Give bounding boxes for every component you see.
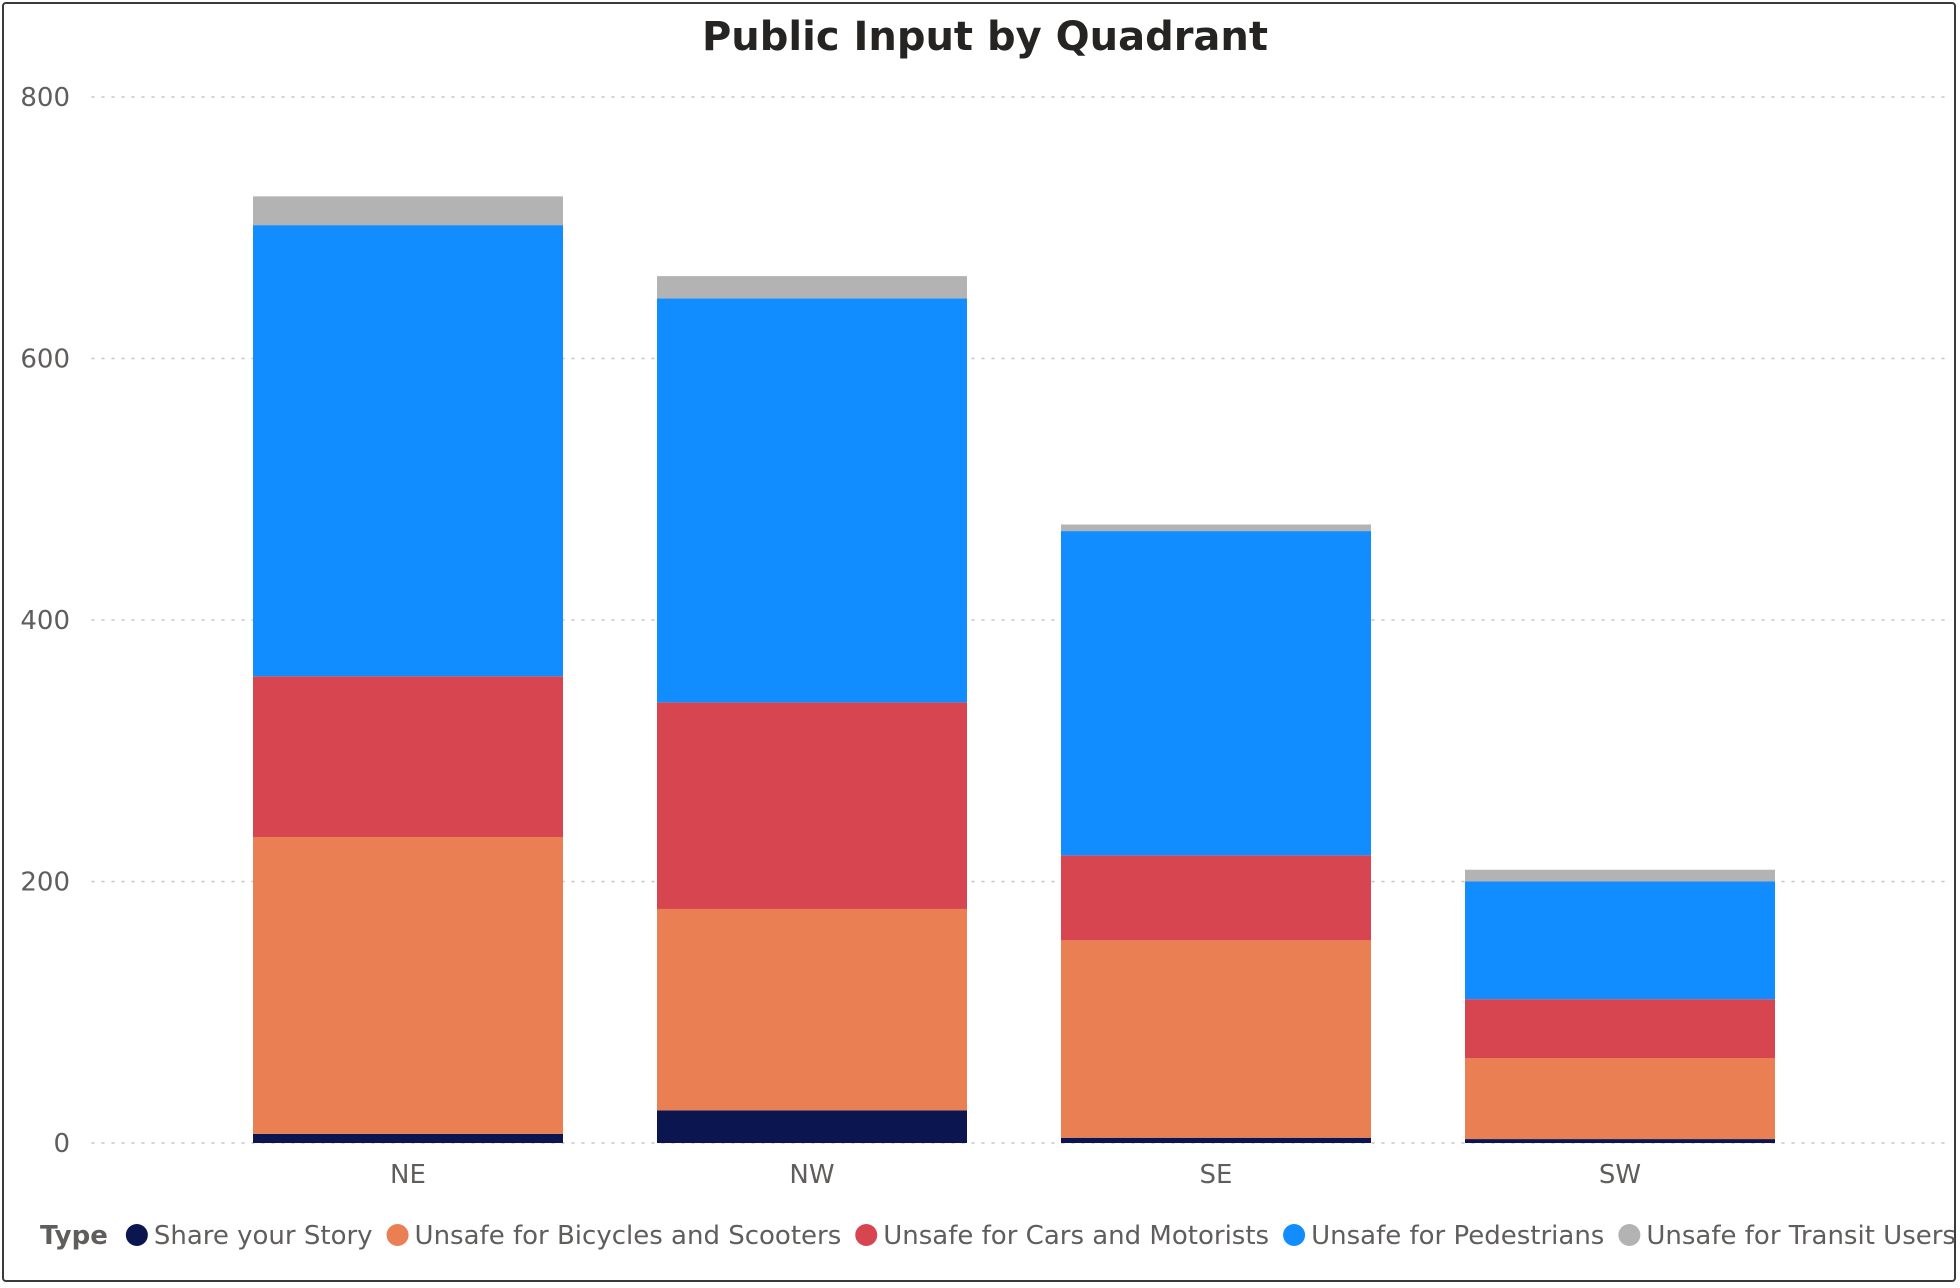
legend-label: Unsafe for Cars and Motorists bbox=[883, 1221, 1269, 1251]
bar-segment bbox=[253, 837, 563, 1134]
legend: Type Share your Story Unsafe for Bicycles… bbox=[40, 1221, 1956, 1251]
bar-segment bbox=[253, 196, 563, 226]
legend-marker bbox=[125, 1224, 148, 1246]
bar-segment bbox=[1061, 1137, 1371, 1143]
x-axis-categories: NE NW SE SW bbox=[390, 1160, 1641, 1190]
y-tick-label: 0 bbox=[53, 1129, 70, 1159]
legend-label: Unsafe for Transit Users bbox=[1646, 1221, 1956, 1251]
y-tick-label: 800 bbox=[20, 83, 70, 113]
y-tick-label: 600 bbox=[20, 345, 70, 375]
bar-segment bbox=[1465, 1058, 1775, 1140]
bar-segment bbox=[657, 908, 967, 1111]
x-category-label: NW bbox=[789, 1160, 834, 1190]
x-category-label: SE bbox=[1200, 1160, 1233, 1190]
bar-segment bbox=[1465, 869, 1775, 882]
legend-marker bbox=[1618, 1224, 1641, 1246]
y-axis-ticks: 0 200 400 600 800 bbox=[20, 83, 70, 1159]
bar-segment bbox=[657, 702, 967, 909]
bar-segment bbox=[657, 298, 967, 703]
bar-segment bbox=[657, 276, 967, 299]
bar-segment bbox=[253, 225, 563, 677]
chart-title: Public Input by Quadrant bbox=[702, 14, 1268, 60]
bar-segment bbox=[1465, 1139, 1775, 1143]
legend-label: Unsafe for Bicycles and Scooters bbox=[415, 1221, 842, 1251]
y-tick-label: 400 bbox=[20, 606, 70, 636]
bar-segment bbox=[253, 676, 563, 838]
bar-segment bbox=[657, 1110, 967, 1143]
bars bbox=[253, 196, 1775, 1143]
bar-segment bbox=[1465, 999, 1775, 1059]
x-category-label: SW bbox=[1599, 1160, 1641, 1190]
bar-segment bbox=[1061, 855, 1371, 941]
legend-marker bbox=[1283, 1224, 1306, 1246]
bar-segment bbox=[1061, 524, 1371, 532]
y-tick-label: 200 bbox=[20, 868, 70, 898]
bar-segment bbox=[1061, 940, 1371, 1138]
x-category-label: NE bbox=[390, 1160, 426, 1190]
legend-label: Unsafe for Pedestrians bbox=[1311, 1221, 1604, 1251]
legend-title: Type bbox=[40, 1221, 108, 1251]
legend-marker bbox=[386, 1224, 409, 1246]
bar-segment bbox=[1465, 881, 1775, 1000]
bar-segment bbox=[253, 1133, 563, 1143]
legend-marker bbox=[855, 1224, 878, 1246]
legend-label: Share your Story bbox=[154, 1221, 373, 1251]
bar-segment bbox=[1061, 531, 1371, 856]
